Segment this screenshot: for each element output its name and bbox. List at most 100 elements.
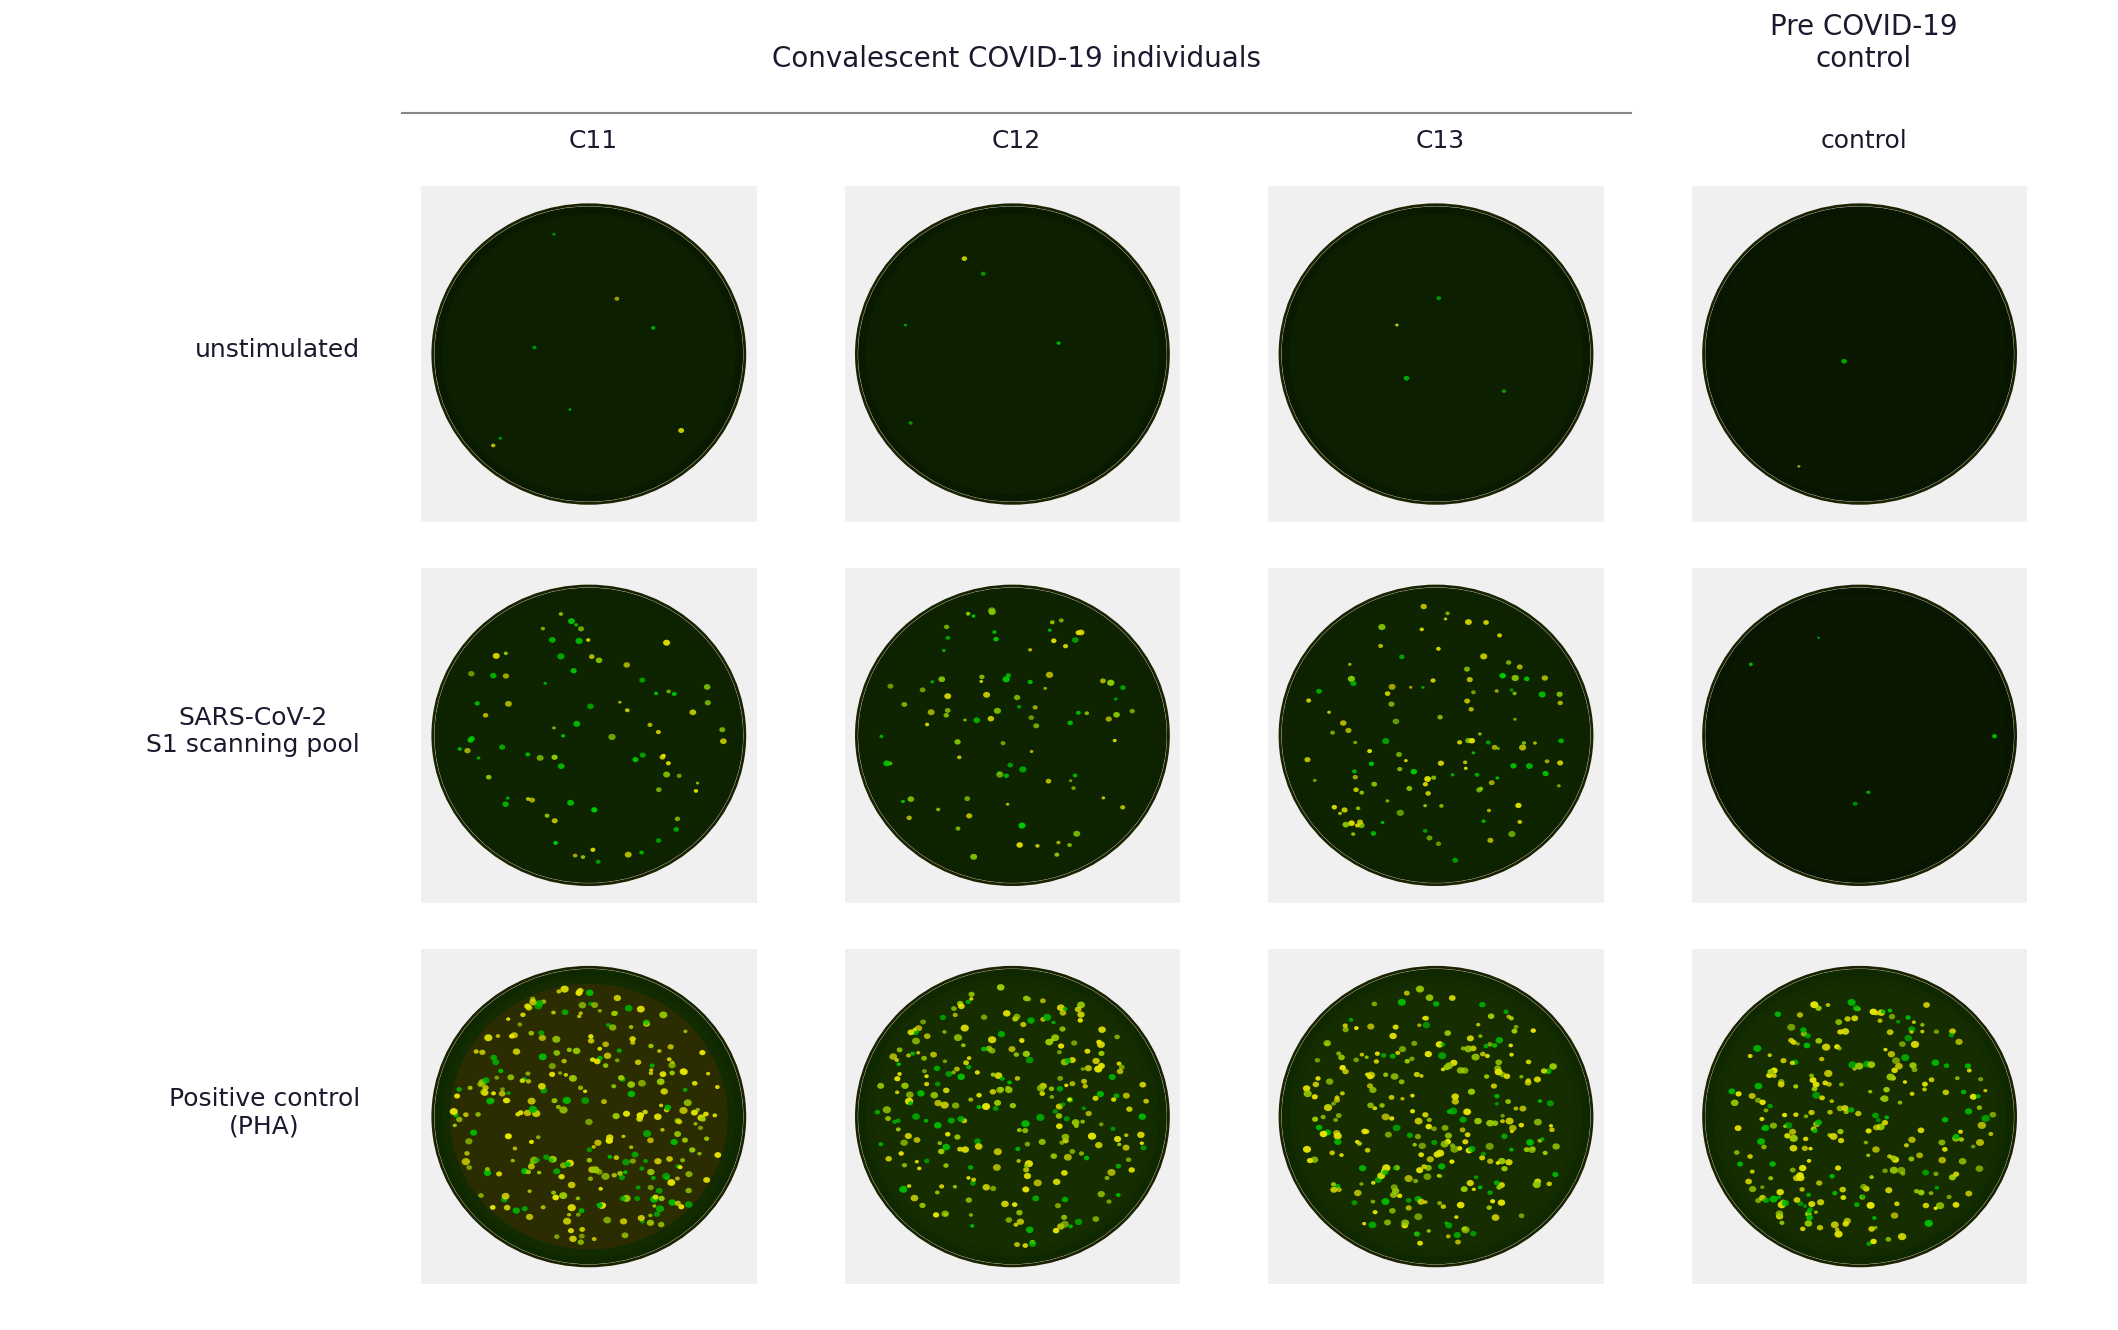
Ellipse shape [671, 692, 676, 696]
Ellipse shape [1123, 1093, 1129, 1099]
Ellipse shape [1320, 625, 1552, 846]
Ellipse shape [1542, 771, 1548, 777]
Ellipse shape [1775, 273, 1944, 435]
Ellipse shape [705, 700, 712, 705]
Ellipse shape [1866, 1202, 1874, 1209]
Ellipse shape [1749, 1186, 1756, 1192]
Ellipse shape [474, 1049, 479, 1053]
Ellipse shape [1796, 1043, 1800, 1045]
Ellipse shape [1353, 1027, 1358, 1029]
Ellipse shape [1468, 1146, 1476, 1152]
Ellipse shape [1029, 1240, 1036, 1244]
Ellipse shape [1112, 1097, 1116, 1101]
Ellipse shape [1042, 1013, 1051, 1021]
Ellipse shape [1034, 705, 1038, 709]
Ellipse shape [1118, 1065, 1125, 1069]
Ellipse shape [1010, 1103, 1017, 1108]
Ellipse shape [608, 1154, 612, 1158]
Ellipse shape [587, 1148, 593, 1152]
Ellipse shape [1038, 1138, 1046, 1145]
Ellipse shape [553, 1194, 559, 1201]
Ellipse shape [1055, 1113, 1063, 1119]
Ellipse shape [1817, 1225, 1824, 1230]
Ellipse shape [693, 1123, 697, 1125]
Ellipse shape [553, 841, 557, 845]
Ellipse shape [1057, 1087, 1063, 1092]
Ellipse shape [989, 1186, 995, 1192]
Ellipse shape [544, 682, 546, 685]
Ellipse shape [1798, 465, 1800, 468]
Ellipse shape [1855, 1007, 1860, 1011]
Ellipse shape [1315, 1076, 1322, 1081]
Ellipse shape [644, 1158, 648, 1162]
Ellipse shape [1745, 1178, 1752, 1185]
Ellipse shape [1366, 1073, 1372, 1080]
Ellipse shape [1015, 1222, 1019, 1226]
Ellipse shape [542, 310, 635, 398]
Ellipse shape [1451, 1145, 1459, 1153]
Ellipse shape [530, 999, 536, 1005]
Ellipse shape [1790, 287, 1929, 420]
Ellipse shape [574, 624, 578, 626]
Ellipse shape [1970, 1093, 1976, 1100]
Ellipse shape [604, 1052, 612, 1059]
Ellipse shape [896, 625, 1129, 846]
Ellipse shape [1341, 721, 1347, 726]
Ellipse shape [1019, 1037, 1025, 1043]
Ellipse shape [1349, 1017, 1353, 1021]
Ellipse shape [464, 1112, 468, 1117]
Ellipse shape [1048, 1087, 1055, 1091]
Ellipse shape [1008, 1080, 1012, 1084]
Ellipse shape [1362, 1129, 1368, 1134]
Ellipse shape [1826, 1003, 1830, 1007]
Ellipse shape [1785, 1123, 1792, 1129]
Ellipse shape [1495, 1103, 1500, 1105]
Ellipse shape [1425, 1165, 1432, 1170]
Ellipse shape [974, 1138, 981, 1144]
Ellipse shape [989, 713, 1036, 758]
Ellipse shape [1120, 685, 1125, 690]
Ellipse shape [1413, 1142, 1417, 1146]
Ellipse shape [1841, 1105, 1849, 1111]
Ellipse shape [1101, 797, 1106, 799]
Ellipse shape [1082, 1107, 1087, 1111]
Ellipse shape [1832, 1190, 1838, 1196]
Ellipse shape [1451, 1093, 1459, 1100]
Ellipse shape [568, 408, 572, 411]
Ellipse shape [1805, 684, 1915, 787]
Ellipse shape [866, 595, 1159, 875]
Ellipse shape [538, 1035, 546, 1041]
Ellipse shape [1379, 1103, 1385, 1108]
Ellipse shape [1341, 807, 1347, 813]
Ellipse shape [557, 1105, 561, 1109]
Ellipse shape [1114, 697, 1118, 701]
Ellipse shape [943, 287, 1082, 420]
Ellipse shape [1358, 822, 1364, 829]
Ellipse shape [1853, 802, 1857, 806]
Ellipse shape [1508, 1125, 1516, 1132]
Ellipse shape [1413, 1072, 1419, 1077]
Ellipse shape [1766, 266, 1953, 443]
Ellipse shape [682, 1088, 688, 1092]
Ellipse shape [1900, 1172, 1906, 1176]
Ellipse shape [553, 1036, 561, 1043]
Ellipse shape [1057, 1076, 1063, 1081]
Ellipse shape [513, 1208, 519, 1214]
Ellipse shape [625, 851, 631, 858]
Ellipse shape [1070, 1057, 1076, 1063]
Ellipse shape [1067, 1097, 1074, 1103]
Ellipse shape [1343, 266, 1529, 443]
Ellipse shape [1400, 1097, 1404, 1100]
Ellipse shape [618, 1075, 625, 1080]
Ellipse shape [1466, 1148, 1472, 1153]
Ellipse shape [1023, 1164, 1029, 1168]
Text: C12: C12 [991, 129, 1042, 153]
Ellipse shape [1781, 1113, 1788, 1117]
Ellipse shape [676, 1120, 680, 1124]
Ellipse shape [1805, 302, 1915, 406]
Ellipse shape [549, 1156, 557, 1162]
Ellipse shape [591, 1237, 597, 1241]
Ellipse shape [657, 730, 661, 734]
Ellipse shape [911, 1028, 919, 1035]
Ellipse shape [1370, 1181, 1375, 1185]
